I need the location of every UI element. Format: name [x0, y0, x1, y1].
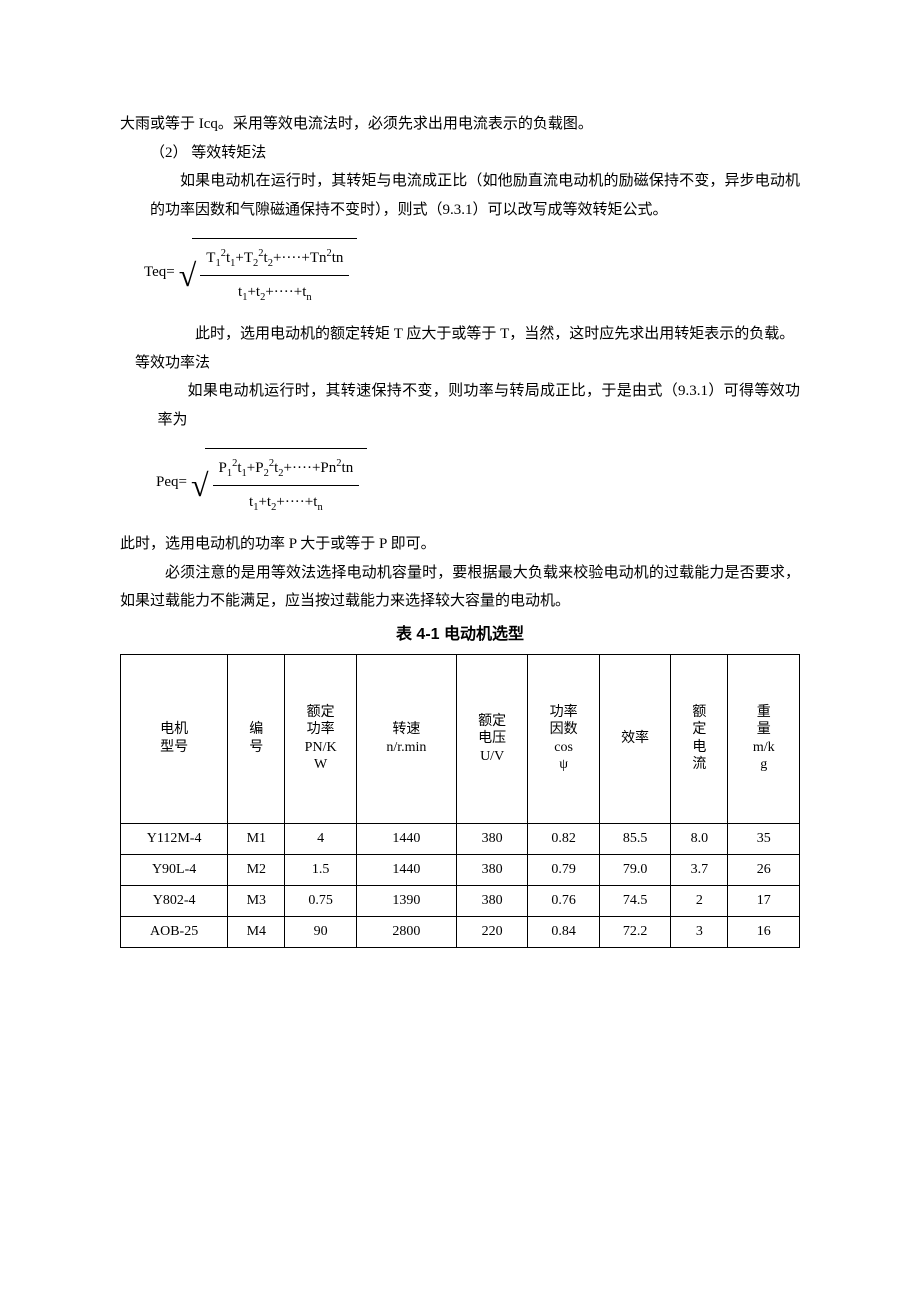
table-cell: 8.0 — [671, 823, 728, 854]
table-cell: 1390 — [356, 885, 456, 916]
table-header-row: 电机型号编号额定功率PN/KW转速n/r.min额定电压U/V功率因数cosψ效… — [121, 654, 800, 823]
table-cell: 0.79 — [528, 854, 599, 885]
radical-icon: √ T12t1+T22t2+····+Tn2tn t1+t2+····+tn — [179, 238, 358, 306]
table-header-cell: 功率因数cosψ — [528, 654, 599, 823]
paragraph-6: 如果电动机运行时，其转速保持不变，则功率与转局成正比，于是由式（9.3.1）可得… — [120, 377, 800, 434]
table-cell: 0.75 — [285, 885, 356, 916]
table-cell: 4 — [285, 823, 356, 854]
table-row: AOB-25M49028002200.8472.2316 — [121, 916, 800, 947]
table-cell: 79.0 — [599, 854, 670, 885]
table-cell: 220 — [456, 916, 527, 947]
table-header-cell: 额定功率PN/KW — [285, 654, 356, 823]
formula-peq: Peq= √ P12t1+P22t2+····+Pn2tn t1+t2+····… — [156, 448, 800, 516]
section-heading-3: 等效功率法 — [120, 349, 800, 378]
table-cell: Y802-4 — [121, 885, 228, 916]
table-cell: 16 — [728, 916, 800, 947]
radical-icon: √ P12t1+P22t2+····+Pn2tn t1+t2+····+tn — [191, 448, 367, 516]
table-header-cell: 编号 — [228, 654, 285, 823]
document-page: 大雨或等于 Icq。采用等效电流法时，必须先求出用电流表示的负载图。 （2） 等… — [0, 0, 920, 1302]
formula-teq: Teq= √ T12t1+T22t2+····+Tn2tn t1+t2+····… — [144, 238, 800, 306]
table-cell: 85.5 — [599, 823, 670, 854]
table-title: 表 4-1 电动机选型 — [120, 620, 800, 650]
formula-teq-denominator: t1+t2+····+tn — [200, 276, 349, 307]
table-cell: 74.5 — [599, 885, 670, 916]
table-cell: 17 — [728, 885, 800, 916]
table-cell: 3.7 — [671, 854, 728, 885]
paragraph-3: 如果电动机在运行时，其转矩与电流成正比（如他励直流电动机的励磁保持不变，异步电动… — [120, 167, 800, 224]
table-header-cell: 电机型号 — [121, 654, 228, 823]
table-cell: AOB-25 — [121, 916, 228, 947]
table-cell: Y112M-4 — [121, 823, 228, 854]
formula-teq-numerator: T12t1+T22t2+····+Tn2tn — [200, 244, 349, 276]
table-cell: 1440 — [356, 854, 456, 885]
section-heading-2: （2） 等效转矩法 — [120, 139, 800, 168]
table-body: Y112M-4M1414403800.8285.58.035Y90L-4M21.… — [121, 823, 800, 947]
table-header-cell: 重量m/kg — [728, 654, 800, 823]
table-cell: 90 — [285, 916, 356, 947]
table-cell: 380 — [456, 885, 527, 916]
table-cell: 2800 — [356, 916, 456, 947]
table-cell: 0.76 — [528, 885, 599, 916]
table-header-cell: 额定电流 — [671, 654, 728, 823]
table-cell: M4 — [228, 916, 285, 947]
table-header-cell: 额定电压U/V — [456, 654, 527, 823]
table-head: 电机型号编号额定功率PN/KW转速n/r.min额定电压U/V功率因数cosψ效… — [121, 654, 800, 823]
formula-peq-denominator: t1+t2+····+tn — [213, 486, 360, 517]
paragraph-1: 大雨或等于 Icq。采用等效电流法时，必须先求出用电流表示的负载图。 — [120, 110, 800, 139]
table-cell: 380 — [456, 823, 527, 854]
paragraph-7: 此时，选用电动机的功率 P 大于或等于 P 即可。 — [120, 530, 800, 559]
table-row: Y90L-4M21.514403800.7979.03.726 — [121, 854, 800, 885]
table-row: Y112M-4M1414403800.8285.58.035 — [121, 823, 800, 854]
table-cell: M3 — [228, 885, 285, 916]
table-cell: M1 — [228, 823, 285, 854]
table-cell: 35 — [728, 823, 800, 854]
table-header-cell: 转速n/r.min — [356, 654, 456, 823]
table-cell: 26 — [728, 854, 800, 885]
table-cell: 72.2 — [599, 916, 670, 947]
table-cell: 3 — [671, 916, 728, 947]
paragraph-8: 必须注意的是用等效法选择电动机容量时，要根据最大负载来校验电动机的过载能力是否要… — [120, 559, 800, 616]
table-cell: Y90L-4 — [121, 854, 228, 885]
table-cell: 1440 — [356, 823, 456, 854]
table-cell: 0.84 — [528, 916, 599, 947]
table-cell: 380 — [456, 854, 527, 885]
table-header-cell: 效率 — [599, 654, 670, 823]
formula-peq-lhs: Peq= — [156, 468, 187, 497]
table-row: Y802-4M30.7513903800.7674.5217 — [121, 885, 800, 916]
motor-table: 电机型号编号额定功率PN/KW转速n/r.min额定电压U/V功率因数cosψ效… — [120, 654, 800, 948]
formula-peq-numerator: P12t1+P22t2+····+Pn2tn — [213, 454, 360, 486]
paragraph-4: 此时，选用电动机的额定转矩 T 应大于或等于 T，当然，这时应先求出用转矩表示的… — [120, 320, 800, 349]
table-cell: M2 — [228, 854, 285, 885]
table-cell: 1.5 — [285, 854, 356, 885]
table-cell: 2 — [671, 885, 728, 916]
formula-teq-lhs: Teq= — [144, 258, 175, 287]
table-cell: 0.82 — [528, 823, 599, 854]
